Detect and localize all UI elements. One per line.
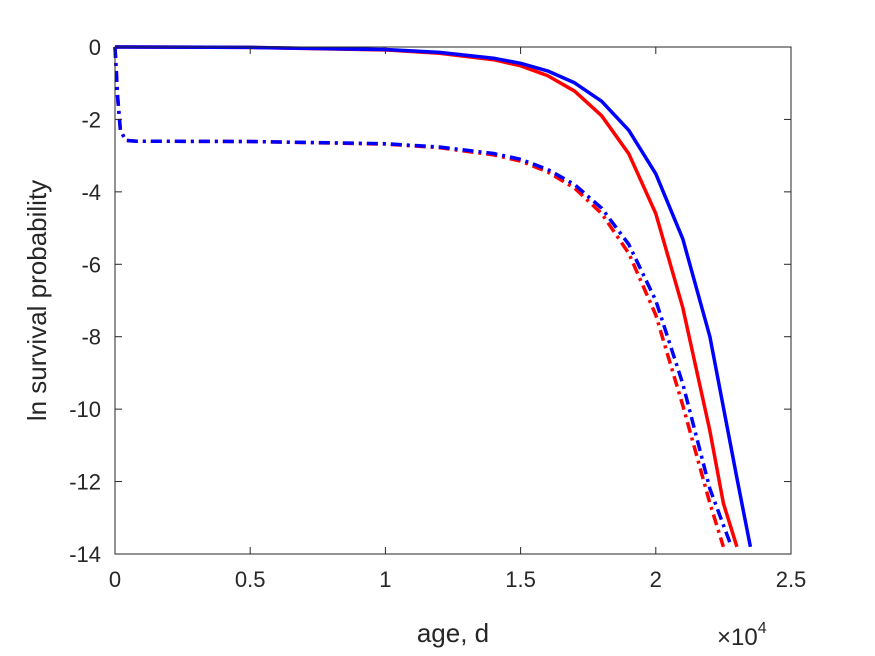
y-tick-label: -10 [69,397,101,422]
y-tick-label: -6 [81,252,101,277]
y-tick-label: -14 [69,542,101,567]
x-axis-ticks: 0 0.5 1 1.5 2 2.5 [109,47,806,592]
y-axis-ticks: 0 -2 -4 -6 -8 -10 -12 -14 [69,35,791,567]
series-layer [113,45,753,548]
series-line-2 [113,46,726,548]
plot-frame [114,46,792,555]
x-tick-label: 0.5 [235,567,266,592]
y-tick-label: 0 [89,35,101,60]
y-tick-label: -2 [81,107,101,132]
x-axis-multiplier: ×104 [717,620,767,651]
axes-layer [114,46,792,555]
y-tick-label: -4 [81,180,101,205]
x-tick-label: 1.5 [505,567,536,592]
x-tick-label: 1 [379,567,391,592]
series-line-0 [114,45,739,548]
series-line-1 [114,45,753,548]
x-tick-label: 0 [109,567,121,592]
x-tick-label: 2 [650,567,662,592]
x-axis-multiplier-base: ×10 [717,624,758,651]
y-tick-label: -8 [81,325,101,350]
x-tick-label: 2.5 [776,567,807,592]
x-axis-multiplier-exponent: 4 [758,620,767,637]
x-axis-label: age, d [417,618,489,648]
series-line-3 [113,46,734,548]
y-tick-label: -12 [69,470,101,495]
y-axis-label: ln survival probability [22,180,52,421]
